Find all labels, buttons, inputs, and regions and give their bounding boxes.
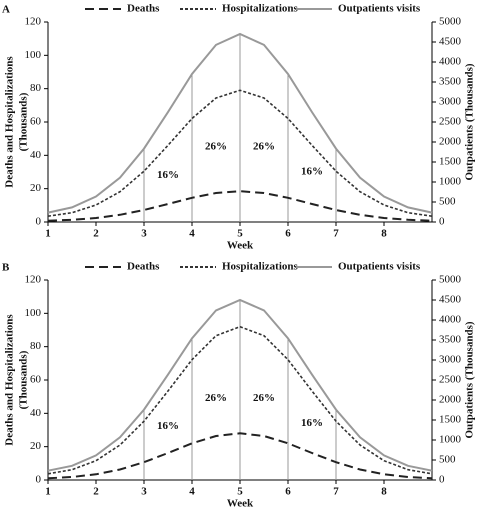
panel-label: B <box>2 262 10 274</box>
annotation: 16% <box>301 417 323 429</box>
panel-label: A <box>2 4 10 16</box>
x-tick-label: 5 <box>237 486 243 498</box>
series-line <box>47 325 433 475</box>
y-tick-label: 60 <box>30 116 42 128</box>
y-tick-label: 100 <box>25 49 42 61</box>
x-tick-label: 8 <box>381 228 387 240</box>
y2-tick-label: 1000 <box>439 434 462 446</box>
y2-axis-label: Outpatients (Thousands) <box>464 63 476 180</box>
y-tick-label: 60 <box>30 374 42 386</box>
y2-tick-label: 2500 <box>439 374 462 386</box>
legend-label: Hospitalizations <box>222 3 299 15</box>
y-tick-label: 20 <box>30 440 42 452</box>
y2-tick-label: 0 <box>439 216 445 228</box>
y2-tick-label: 1500 <box>439 414 462 426</box>
y-tick-label: 80 <box>30 340 42 352</box>
y-tick-label: 40 <box>30 407 42 419</box>
y-axis-label: Deaths and Hospitalizations <box>4 314 16 446</box>
legend-label: Deaths <box>127 3 160 15</box>
series-line <box>47 89 433 217</box>
x-tick-label: 6 <box>285 486 291 498</box>
annotation: 26% <box>205 141 227 153</box>
x-tick-label: 3 <box>141 228 147 240</box>
x-tick-label: 1 <box>45 486 51 498</box>
y2-tick-label: 5000 <box>439 16 462 28</box>
y2-tick-label: 4500 <box>439 294 462 306</box>
y-tick-label: 40 <box>30 149 42 161</box>
x-axis-label: Week <box>227 240 254 252</box>
y2-tick-label: 1500 <box>439 156 462 168</box>
y2-tick-label: 3500 <box>439 76 462 88</box>
y2-tick-label: 500 <box>439 196 456 208</box>
legend-label: Deaths <box>127 261 160 273</box>
x-tick-label: 1 <box>45 228 51 240</box>
y2-tick-label: 4000 <box>439 314 462 326</box>
y2-tick-label: 5000 <box>439 274 462 286</box>
x-tick-label: 7 <box>333 486 339 498</box>
series-line <box>47 298 433 472</box>
x-axis-label: Week <box>227 498 254 508</box>
legend-label: Outpatients visits <box>338 3 421 15</box>
y2-tick-label: 4000 <box>439 56 462 68</box>
y-axis-label: Deaths and Hospitalizations <box>4 56 16 188</box>
x-tick-label: 7 <box>333 228 339 240</box>
x-tick-label: 8 <box>381 486 387 498</box>
legend-label: Outpatients visits <box>338 261 421 273</box>
series-line <box>47 190 433 222</box>
y2-tick-label: 2500 <box>439 116 462 128</box>
y-tick-label: 100 <box>25 307 42 319</box>
y2-tick-label: 3000 <box>439 354 462 366</box>
annotation: 16% <box>157 420 179 432</box>
series-line <box>47 32 433 214</box>
y2-tick-label: 3500 <box>439 334 462 346</box>
x-tick-label: 2 <box>93 486 99 498</box>
annotation: 26% <box>205 392 227 404</box>
y-tick-label: 80 <box>30 82 42 94</box>
annotation: 26% <box>253 392 275 404</box>
y2-tick-label: 2000 <box>439 136 462 148</box>
y2-tick-label: 4500 <box>439 36 462 48</box>
x-tick-label: 6 <box>285 228 291 240</box>
y-axis-label: (Thousands) <box>18 350 30 409</box>
y2-tick-label: 3000 <box>439 96 462 108</box>
legend-label: Hospitalizations <box>222 261 299 273</box>
y2-tick-label: 2000 <box>439 394 462 406</box>
y-tick-label: 0 <box>36 474 42 486</box>
y-axis-label: (Thousands) <box>18 92 30 151</box>
y-tick-label: 0 <box>36 216 42 228</box>
y2-axis-label: Outpatients (Thousands) <box>464 321 476 438</box>
y-tick-label: 20 <box>30 182 42 194</box>
series-line <box>47 432 433 480</box>
annotation: 26% <box>253 141 275 153</box>
annotation: 16% <box>157 169 179 181</box>
x-tick-label: 4 <box>189 486 195 498</box>
y-tick-label: 120 <box>25 16 42 28</box>
y2-tick-label: 500 <box>439 454 456 466</box>
y2-tick-label: 1000 <box>439 176 462 188</box>
y-tick-label: 120 <box>25 274 42 286</box>
x-tick-label: 5 <box>237 228 243 240</box>
x-tick-label: 4 <box>189 228 195 240</box>
x-tick-label: 3 <box>141 486 147 498</box>
x-tick-label: 2 <box>93 228 99 240</box>
y2-tick-label: 0 <box>439 474 445 486</box>
annotation: 16% <box>301 166 323 178</box>
